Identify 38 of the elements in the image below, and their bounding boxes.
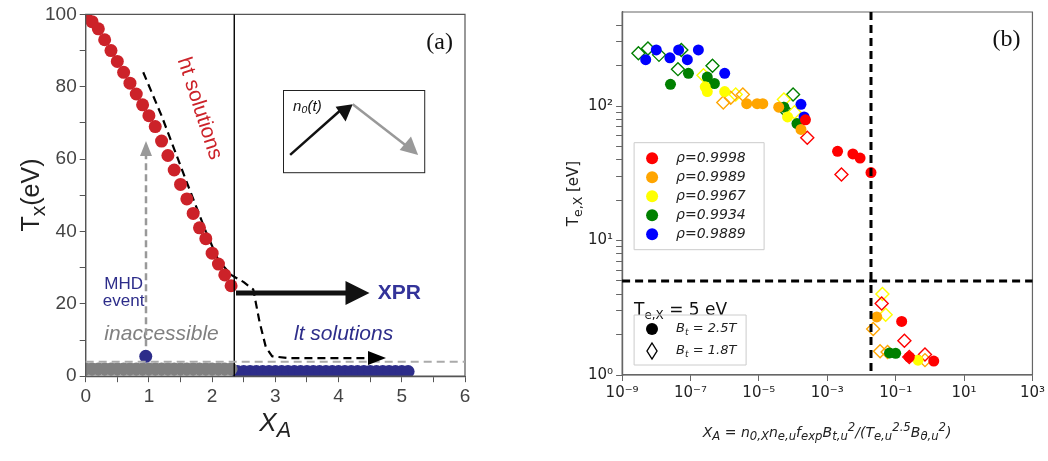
text: MHD event bbox=[102, 274, 145, 311]
x-tick-label: 10⁻³ bbox=[810, 382, 844, 401]
legend-label: ρ=0.9889 bbox=[676, 224, 746, 241]
legend-label: ρ=0.9967 bbox=[676, 186, 746, 203]
y-tick-label: 10² bbox=[587, 95, 614, 114]
x-axis-title: X$_{A}$ bbox=[259, 407, 292, 444]
x-tick-label: 0 bbox=[80, 384, 91, 406]
text: X$_{A}$ = n$_{0,X}$n$_{e,u}$f$_{exp}$B$_{t,u}$$^{2}$/(T$_{e,u}$$^{2.5}$B$_{θ,u}$$^{2}$) bbox=[702, 420, 952, 444]
legend-label: ρ=0.9934 bbox=[676, 205, 746, 222]
x-tick-label: 2 bbox=[206, 384, 218, 406]
y-tick-label: 60 bbox=[55, 147, 77, 169]
annotation: (a) bbox=[426, 27, 453, 54]
x-tick-label: 1 bbox=[143, 384, 155, 406]
legend-label: ρ=0.9998 bbox=[676, 148, 746, 165]
text: ht solutions bbox=[173, 53, 229, 163]
x-tick-label: 3 bbox=[270, 384, 281, 406]
series-label: inaccessible bbox=[104, 321, 219, 345]
annotation: n₀(t) bbox=[292, 97, 322, 115]
x-tick-label: 4 bbox=[333, 384, 345, 406]
annotation: (b) bbox=[992, 25, 1021, 52]
y-tick-label: 100 bbox=[45, 2, 77, 24]
legend-label: ρ=0.9989 bbox=[676, 167, 746, 184]
annotation: XPR bbox=[377, 279, 421, 303]
y-tick-label: 80 bbox=[55, 74, 77, 96]
x-tick-label: 10⁻⁵ bbox=[742, 382, 776, 401]
y-tick-label: 40 bbox=[55, 219, 77, 241]
x-tick-label: 5 bbox=[396, 384, 408, 406]
x-tick-label: 6 bbox=[459, 384, 471, 406]
x-tick-label: 10¹ bbox=[951, 382, 977, 401]
y-tick-label: 0 bbox=[66, 364, 77, 386]
y-tick-label: 20 bbox=[55, 292, 77, 314]
x-tick-label: 10³ bbox=[1019, 382, 1045, 401]
x-tick-label: 10⁻⁷ bbox=[673, 382, 708, 401]
y-tick-label: 10⁰ bbox=[587, 364, 614, 383]
series-label: lt solutions bbox=[294, 321, 394, 345]
x-tick-label: 10⁻¹ bbox=[879, 382, 913, 401]
y-tick-label: 10¹ bbox=[587, 230, 614, 249]
x-tick-label: 10⁻⁹ bbox=[605, 382, 639, 401]
